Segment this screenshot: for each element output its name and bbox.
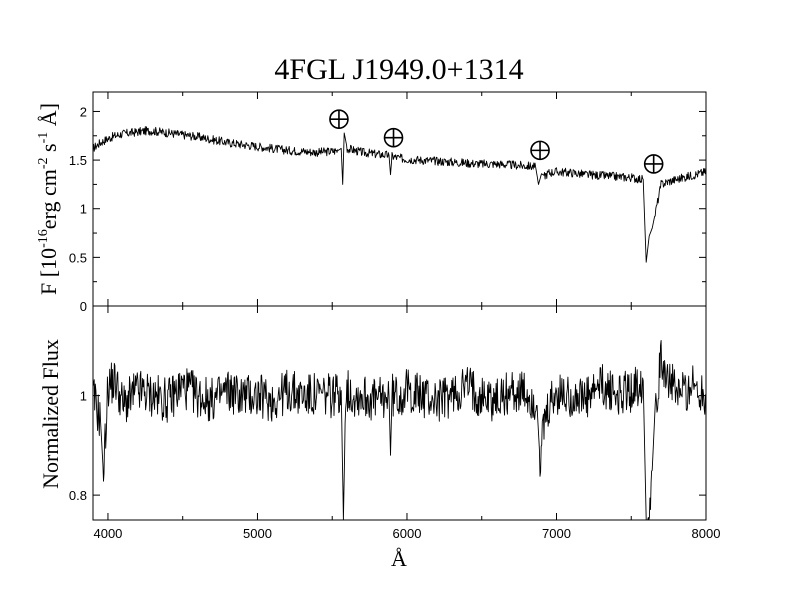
norm-xtick-label: 5000 (243, 526, 272, 541)
flux-spectrum-line (92, 126, 707, 263)
normalized-axis-label: Normalized Flux (38, 339, 63, 489)
norm-xtick-label: 6000 (393, 526, 422, 541)
flux-ytick-label: 1 (80, 202, 87, 217)
normalized-spectrum-line (92, 339, 707, 521)
flux-panel: 0 0.5 1 1.5 2 F [10-16erg cm-2 s-1 Å] (36, 91, 707, 314)
norm-ytick-label: 1 (80, 389, 87, 404)
normalized-panel: 0.8 1 4000 5000 6000 7000 8000 Normalized Flu… (38, 305, 721, 571)
norm-xtick-label: 4000 (93, 526, 122, 541)
norm-xtick-label: 8000 (692, 526, 721, 541)
flux-panel-frame (92, 91, 707, 307)
norm-xtick-label: 7000 (542, 526, 571, 541)
telluric-marker-icon (530, 140, 550, 161)
norm-ytick-label: 0.8 (69, 488, 87, 503)
telluric-marker-icon (383, 127, 404, 148)
flux-axis-label: F [10-16erg cm-2 s-1 Å] (36, 103, 61, 295)
flux-ytick-label: 0.5 (69, 250, 87, 265)
flux-ytick-label: 0 (80, 299, 87, 314)
chart-title: 4FGL J1949.0+1314 (274, 53, 523, 86)
telluric-marker-icon (643, 154, 664, 174)
wavelength-axis-label: Å (391, 546, 407, 571)
flux-ytick-label: 1.5 (69, 153, 87, 168)
telluric-marker-icon (329, 109, 349, 130)
normalized-panel-frame (92, 305, 707, 521)
flux-ytick-label: 2 (80, 104, 87, 119)
